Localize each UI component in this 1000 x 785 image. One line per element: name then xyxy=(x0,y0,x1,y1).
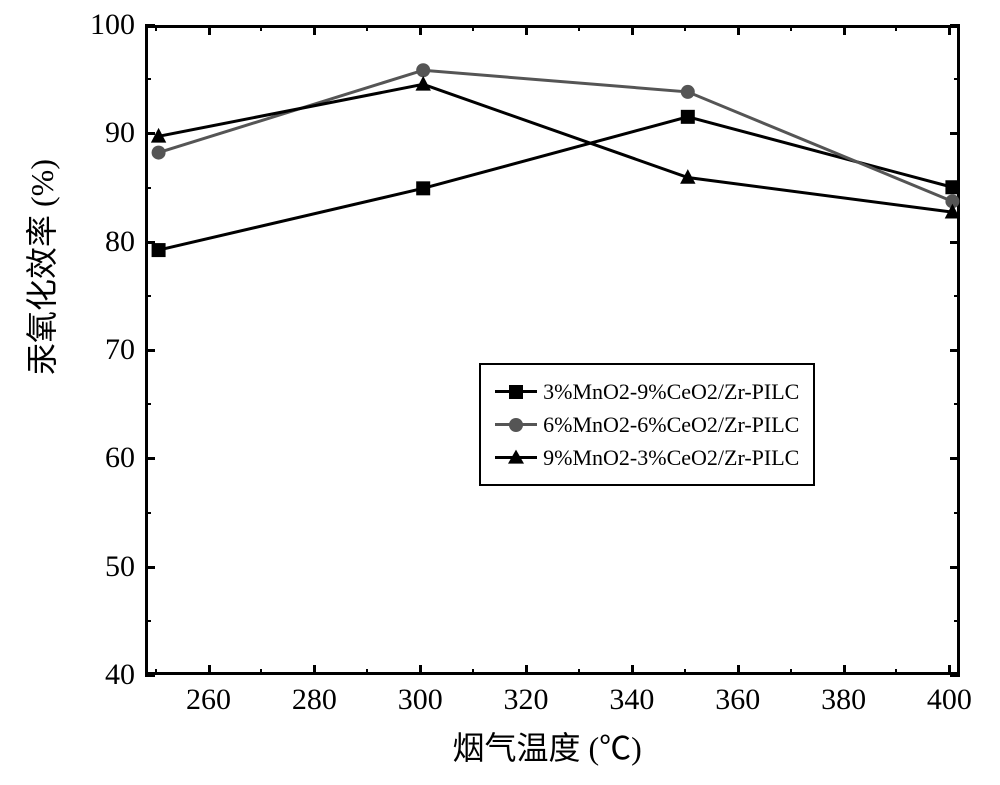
y-tick-label: 80 xyxy=(105,225,135,259)
plot-area xyxy=(145,25,960,675)
legend-marker-square xyxy=(509,385,523,399)
legend-item: 6%MnO2-6%CeO2/Zr-PILC xyxy=(495,408,799,441)
y-tick-label: 90 xyxy=(105,116,135,150)
chart-container: 40 50 60 70 80 90 100 260 280 300 320 340 360 380 400… xyxy=(0,0,1000,785)
marker-circle xyxy=(152,146,166,160)
x-tick-label: 360 xyxy=(708,683,768,717)
x-tick-label: 380 xyxy=(814,683,874,717)
x-tick-label: 280 xyxy=(284,683,344,717)
legend-item: 3%MnO2-9%CeO2/Zr-PILC xyxy=(495,375,799,408)
series-line xyxy=(159,117,953,250)
legend-marker-triangle xyxy=(508,449,524,463)
x-tick-label: 320 xyxy=(496,683,556,717)
y-tick-label: 40 xyxy=(105,658,135,692)
legend-label: 6%MnO2-6%CeO2/Zr-PILC xyxy=(543,408,799,441)
y-tick-label: 60 xyxy=(105,441,135,475)
legend-label: 3%MnO2-9%CeO2/Zr-PILC xyxy=(543,375,799,408)
marker-circle xyxy=(681,85,695,99)
y-tick-label: 100 xyxy=(90,8,135,42)
x-tick-label: 400 xyxy=(919,683,979,717)
marker-triangle xyxy=(415,76,430,91)
series-line xyxy=(159,84,953,212)
marker-square xyxy=(681,110,695,124)
x-axis-label: 烟气温度 (℃) xyxy=(453,723,642,769)
legend-marker-circle xyxy=(509,418,523,432)
y-tick-label: 70 xyxy=(105,333,135,367)
marker-square xyxy=(416,181,430,195)
legend-label: 9%MnO2-3%CeO2/Zr-PILC xyxy=(543,441,799,474)
legend: 3%MnO2-9%CeO2/Zr-PILC6%MnO2-6%CeO2/Zr-PI… xyxy=(479,363,815,486)
x-tick-label: 260 xyxy=(179,683,239,717)
marker-square xyxy=(152,243,166,257)
legend-item: 9%MnO2-3%CeO2/Zr-PILC xyxy=(495,441,799,474)
series-line xyxy=(159,70,953,201)
plot-svg xyxy=(148,28,963,678)
y-axis-label: 汞氧化效率 (%) xyxy=(17,335,63,375)
x-tick-label: 340 xyxy=(602,683,662,717)
marker-circle xyxy=(416,63,430,77)
x-tick-label: 300 xyxy=(390,683,450,717)
y-tick-label: 50 xyxy=(105,550,135,584)
